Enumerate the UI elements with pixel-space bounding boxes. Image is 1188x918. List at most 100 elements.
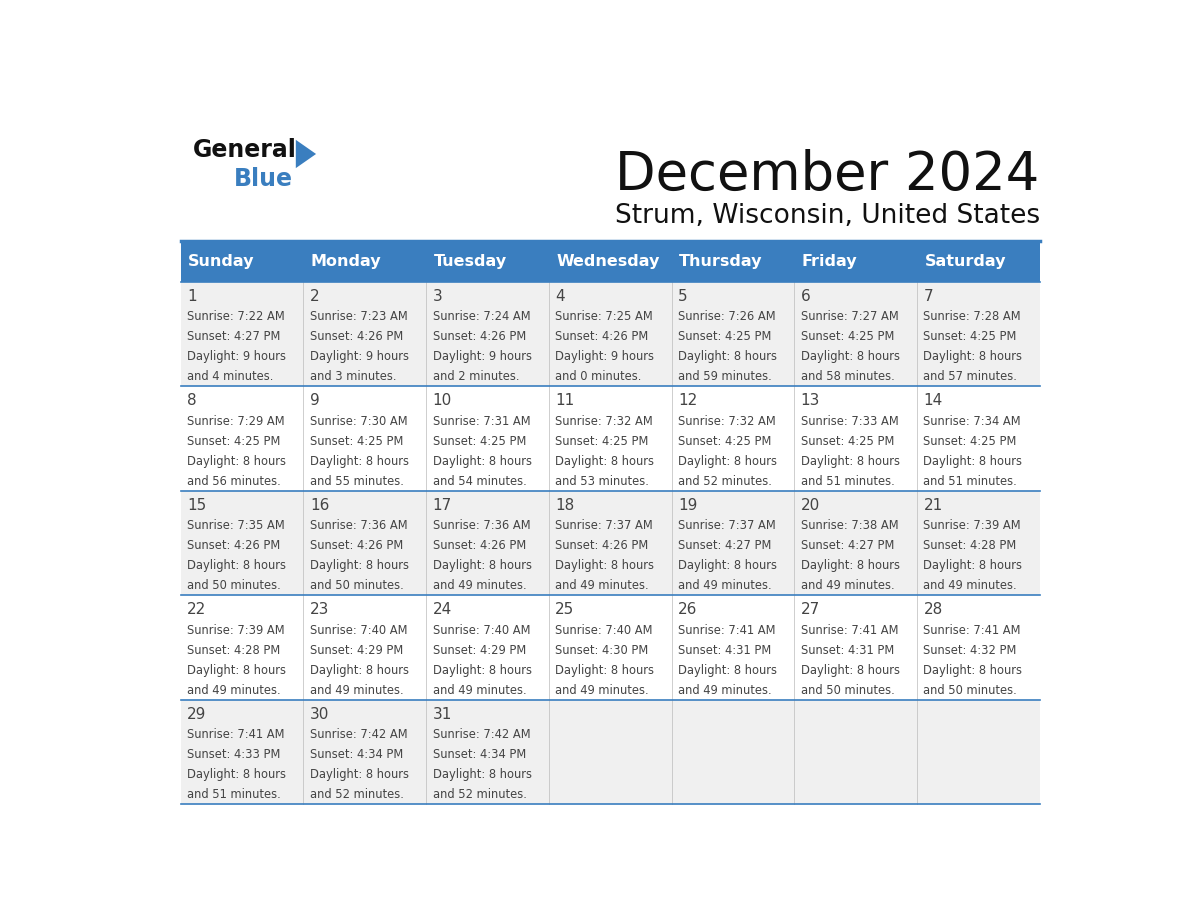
Text: Strum, Wisconsin, United States: Strum, Wisconsin, United States [614, 204, 1040, 230]
Text: 17: 17 [432, 498, 451, 513]
Text: Sunset: 4:28 PM: Sunset: 4:28 PM [188, 644, 280, 656]
Text: 4: 4 [555, 289, 565, 304]
Text: Sunrise: 7:32 AM: Sunrise: 7:32 AM [678, 415, 776, 428]
Text: Daylight: 8 hours: Daylight: 8 hours [188, 768, 286, 781]
Text: Sunday: Sunday [188, 254, 254, 269]
Text: Sunset: 4:25 PM: Sunset: 4:25 PM [923, 330, 1017, 343]
Text: Sunset: 4:29 PM: Sunset: 4:29 PM [310, 644, 403, 656]
Text: 11: 11 [555, 394, 575, 409]
Text: Daylight: 8 hours: Daylight: 8 hours [432, 454, 531, 468]
Text: Sunrise: 7:26 AM: Sunrise: 7:26 AM [678, 310, 776, 323]
Text: 18: 18 [555, 498, 575, 513]
Text: Sunset: 4:34 PM: Sunset: 4:34 PM [310, 748, 403, 761]
Text: Daylight: 8 hours: Daylight: 8 hours [801, 454, 899, 468]
Text: and 49 minutes.: and 49 minutes. [923, 579, 1017, 592]
Text: Sunset: 4:34 PM: Sunset: 4:34 PM [432, 748, 526, 761]
Text: 21: 21 [923, 498, 943, 513]
Text: Sunset: 4:26 PM: Sunset: 4:26 PM [555, 330, 649, 343]
Text: Sunset: 4:28 PM: Sunset: 4:28 PM [923, 539, 1017, 553]
Text: Daylight: 8 hours: Daylight: 8 hours [310, 454, 409, 468]
Text: and 55 minutes.: and 55 minutes. [310, 475, 404, 487]
Text: Tuesday: Tuesday [434, 254, 506, 269]
Text: Blue: Blue [234, 167, 293, 191]
Text: Daylight: 8 hours: Daylight: 8 hours [678, 664, 777, 677]
Text: Sunrise: 7:27 AM: Sunrise: 7:27 AM [801, 310, 898, 323]
Text: Daylight: 8 hours: Daylight: 8 hours [678, 351, 777, 364]
Text: Sunrise: 7:40 AM: Sunrise: 7:40 AM [432, 623, 530, 636]
Text: Sunset: 4:31 PM: Sunset: 4:31 PM [678, 644, 771, 656]
Text: Daylight: 8 hours: Daylight: 8 hours [678, 559, 777, 572]
Text: and 3 minutes.: and 3 minutes. [310, 370, 397, 384]
Text: Sunset: 4:25 PM: Sunset: 4:25 PM [555, 435, 649, 448]
Text: Sunrise: 7:39 AM: Sunrise: 7:39 AM [188, 623, 285, 636]
Text: Friday: Friday [802, 254, 858, 269]
Text: and 49 minutes.: and 49 minutes. [188, 684, 280, 697]
Text: Sunset: 4:27 PM: Sunset: 4:27 PM [678, 539, 771, 553]
Text: Saturday: Saturday [924, 254, 1006, 269]
Text: Sunrise: 7:33 AM: Sunrise: 7:33 AM [801, 415, 898, 428]
Text: 3: 3 [432, 289, 442, 304]
Text: 19: 19 [678, 498, 697, 513]
FancyBboxPatch shape [181, 241, 1040, 282]
Text: Sunset: 4:26 PM: Sunset: 4:26 PM [432, 539, 526, 553]
Text: Daylight: 9 hours: Daylight: 9 hours [310, 351, 409, 364]
Text: Daylight: 8 hours: Daylight: 8 hours [923, 454, 1023, 468]
Text: Sunrise: 7:37 AM: Sunrise: 7:37 AM [555, 520, 653, 532]
Text: Sunrise: 7:41 AM: Sunrise: 7:41 AM [678, 623, 776, 636]
Text: Sunrise: 7:31 AM: Sunrise: 7:31 AM [432, 415, 530, 428]
Text: and 58 minutes.: and 58 minutes. [801, 370, 895, 384]
Text: Sunset: 4:25 PM: Sunset: 4:25 PM [188, 435, 280, 448]
Text: and 50 minutes.: and 50 minutes. [188, 579, 280, 592]
FancyBboxPatch shape [181, 596, 1040, 700]
Text: Daylight: 8 hours: Daylight: 8 hours [188, 664, 286, 677]
Text: and 49 minutes.: and 49 minutes. [801, 579, 895, 592]
Text: Sunset: 4:27 PM: Sunset: 4:27 PM [801, 539, 895, 553]
Text: 7: 7 [923, 289, 933, 304]
Text: Sunrise: 7:41 AM: Sunrise: 7:41 AM [923, 623, 1020, 636]
Text: and 51 minutes.: and 51 minutes. [923, 475, 1017, 487]
Text: and 59 minutes.: and 59 minutes. [678, 370, 772, 384]
Text: Daylight: 8 hours: Daylight: 8 hours [801, 559, 899, 572]
FancyBboxPatch shape [181, 491, 1040, 596]
Text: Sunrise: 7:37 AM: Sunrise: 7:37 AM [678, 520, 776, 532]
Text: 14: 14 [923, 394, 943, 409]
Text: Daylight: 9 hours: Daylight: 9 hours [432, 351, 531, 364]
Text: Sunrise: 7:36 AM: Sunrise: 7:36 AM [432, 520, 530, 532]
Text: 5: 5 [678, 289, 688, 304]
Text: and 49 minutes.: and 49 minutes. [678, 579, 772, 592]
Text: Sunset: 4:25 PM: Sunset: 4:25 PM [678, 435, 771, 448]
Text: Sunset: 4:26 PM: Sunset: 4:26 PM [310, 539, 403, 553]
Text: 13: 13 [801, 394, 820, 409]
Polygon shape [296, 140, 316, 168]
Text: and 50 minutes.: and 50 minutes. [923, 684, 1017, 697]
Text: Sunrise: 7:39 AM: Sunrise: 7:39 AM [923, 520, 1022, 532]
Text: and 53 minutes.: and 53 minutes. [555, 475, 649, 487]
Text: and 4 minutes.: and 4 minutes. [188, 370, 273, 384]
Text: Daylight: 8 hours: Daylight: 8 hours [801, 351, 899, 364]
Text: 9: 9 [310, 394, 320, 409]
Text: 31: 31 [432, 707, 451, 722]
Text: and 52 minutes.: and 52 minutes. [678, 475, 772, 487]
Text: and 54 minutes.: and 54 minutes. [432, 475, 526, 487]
Text: Daylight: 8 hours: Daylight: 8 hours [310, 768, 409, 781]
Text: Daylight: 8 hours: Daylight: 8 hours [310, 664, 409, 677]
Text: Sunrise: 7:35 AM: Sunrise: 7:35 AM [188, 520, 285, 532]
Text: and 49 minutes.: and 49 minutes. [310, 684, 404, 697]
Text: Sunrise: 7:22 AM: Sunrise: 7:22 AM [188, 310, 285, 323]
Text: 30: 30 [310, 707, 329, 722]
Text: Daylight: 8 hours: Daylight: 8 hours [432, 768, 531, 781]
Text: Sunset: 4:25 PM: Sunset: 4:25 PM [801, 435, 895, 448]
Text: 2: 2 [310, 289, 320, 304]
Text: and 49 minutes.: and 49 minutes. [432, 684, 526, 697]
Text: Sunrise: 7:28 AM: Sunrise: 7:28 AM [923, 310, 1022, 323]
Text: Sunset: 4:25 PM: Sunset: 4:25 PM [923, 435, 1017, 448]
Text: and 50 minutes.: and 50 minutes. [310, 579, 404, 592]
Text: Daylight: 8 hours: Daylight: 8 hours [801, 664, 899, 677]
FancyBboxPatch shape [181, 282, 1040, 386]
Text: 26: 26 [678, 602, 697, 618]
Text: Sunset: 4:26 PM: Sunset: 4:26 PM [432, 330, 526, 343]
Text: Sunrise: 7:24 AM: Sunrise: 7:24 AM [432, 310, 530, 323]
Text: Sunset: 4:31 PM: Sunset: 4:31 PM [801, 644, 895, 656]
Text: Daylight: 8 hours: Daylight: 8 hours [188, 454, 286, 468]
Text: Sunset: 4:25 PM: Sunset: 4:25 PM [678, 330, 771, 343]
